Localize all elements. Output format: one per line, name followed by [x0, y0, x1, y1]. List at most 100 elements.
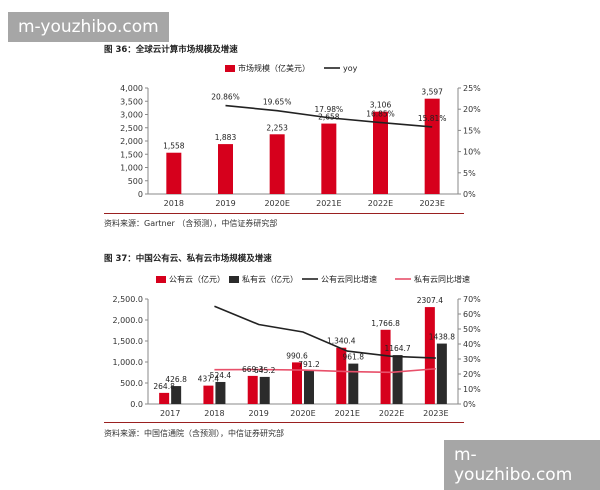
chart2-bar-a [159, 392, 170, 404]
chart2-bar-value-label: 791.2 [298, 360, 320, 369]
chart2-bar-value-label: 1,766.8 [371, 319, 400, 328]
chart1-x-tick-label: 2022E [368, 199, 393, 208]
chart2-bar-a [336, 347, 347, 404]
chart2-bar-value-label: 669.3 [242, 365, 264, 374]
chart1-y-tick-label: 4,000 [120, 84, 143, 93]
chart1-bar-value-label: 3,597 [421, 88, 443, 97]
chart2-legend-label: 私有云（亿元） [242, 274, 298, 284]
chart2-bar-b [171, 386, 182, 404]
chart1-bar-value-label: 2,658 [318, 113, 340, 122]
figure1-title: 图 36：全球云计算市场规模及增速 [104, 45, 238, 55]
chart2-x-tick-label: 2023E [423, 409, 448, 418]
chart2-y-tick-label: 0.0 [130, 400, 143, 409]
chart1-y2-tick-label: 10% [463, 148, 481, 157]
chart1-y2-tick-label: 25% [463, 84, 481, 93]
chart2-legend-label: 私有云同比增速 [414, 274, 470, 284]
watermark-top: m-youzhibo.com [8, 12, 169, 42]
chart1-line-value-label: 19.65% [263, 98, 292, 107]
chart1-y-tick-label: 3,500 [120, 97, 143, 106]
chart1-y2-tick-label: 0% [463, 190, 476, 199]
chart2-y2-tick-label: 10% [463, 385, 481, 394]
chart2-x-tick-label: 2020E [290, 409, 315, 418]
chart2-bar-b [304, 370, 314, 404]
chart2-bar-value-label: 264.8 [153, 382, 175, 391]
chart1-legend-label: 市场规模（亿美元） [238, 63, 310, 73]
chart2-bar-a [247, 375, 258, 404]
figure2-divider [104, 422, 464, 423]
chart2-bar-value-label: 645.2 [254, 366, 276, 375]
chart1-y2-tick-label: 20% [463, 105, 481, 114]
chart2-bar-value-label: 1,340.4 [327, 337, 356, 346]
chart2-y2-tick-label: 50% [463, 325, 481, 334]
chart2-bar-value-label: 1164.7 [384, 344, 410, 353]
chart1-y-tick-label: 0 [138, 190, 143, 199]
chart2-x-tick-label: 2022E [379, 409, 404, 418]
chart2-x-tick-label: 2021E [335, 409, 360, 418]
chart1-bar-a [424, 98, 440, 194]
chart1-bar-a [218, 144, 233, 194]
chart-china-cloud-market: 0.0 500.0 1,000.0 1,500.0 2,000.0 2,500.0 0% 10… [112, 274, 481, 418]
chart2-y-tick-label: 500.0 [120, 379, 143, 388]
chart1-y-tick-label: 2,000 [120, 137, 143, 146]
chart2-bar-b [215, 381, 226, 404]
chart1-x-tick-label: 2019 [215, 199, 235, 208]
chart2-y2-tick-label: 20% [463, 370, 481, 379]
chart2-legend-label: 公有云（亿元） [169, 274, 225, 284]
watermark-bottom: m-youzhibo.com [444, 440, 600, 490]
chart1-y-tick-label: 1,000 [120, 164, 143, 173]
chart1-bar-a [166, 152, 182, 194]
chart2-bar-value-label: 961.8 [343, 353, 365, 362]
chart2-y2-tick-label: 0% [463, 400, 476, 409]
chart1-bar-a [373, 111, 388, 194]
chart1-line-value-label: 15.81% [418, 114, 447, 123]
chart2-bar-b [259, 376, 270, 404]
chart2-bar-a [203, 385, 214, 404]
chart2-y2-tick-label: 30% [463, 355, 481, 364]
chart2-x-tick-label: 2019 [249, 409, 269, 418]
chart1-legend-label: yoy [343, 64, 358, 73]
chart1-y2-tick-label: 15% [463, 126, 481, 135]
chart1-x-tick-label: 2018 [164, 199, 184, 208]
chart2-bar-a [292, 362, 302, 404]
chart2-y2-tick-label: 40% [463, 340, 481, 349]
chart2-legend-label: 公有云同比增速 [321, 274, 377, 284]
chart1-line-value-label: 20.86% [211, 93, 240, 102]
chart1-x-tick-label: 2020E [264, 199, 289, 208]
chart2-bar-value-label: 2307.4 [417, 296, 443, 305]
chart1-x-tick-label: 2023E [419, 199, 444, 208]
chart2-bar-a [380, 329, 391, 404]
chart2-bar-value-label: 426.8 [165, 375, 187, 384]
chart2-y-tick-label: 1,000.0 [112, 358, 143, 367]
chart1-line-value-label: 17.98% [315, 105, 344, 114]
chart2-bar-value-label: 1438.8 [429, 333, 455, 342]
chart1-bar-value-label: 1,558 [163, 142, 185, 151]
chart2-legend-swatch [229, 276, 239, 283]
chart1-bar-a [269, 134, 285, 194]
chart1-y-tick-label: 500 [128, 177, 143, 186]
chart1-line-value-label: 16.85% [366, 110, 395, 119]
chart2-y2-tick-label: 70% [463, 295, 481, 304]
chart1-y-tick-label: 2,500 [120, 124, 143, 133]
chart2-bar-b [392, 355, 403, 404]
chart1-y-tick-label: 1,500 [120, 150, 143, 159]
chart2-bar-b [436, 343, 447, 404]
chart2-y2-tick-label: 60% [463, 310, 481, 319]
figure2-title: 图 37：中国公有云、私有云市场规模及增速 [104, 254, 272, 264]
chart1-line-a [225, 104, 433, 128]
chart2-legend-swatch [156, 276, 166, 283]
chart2-bar-value-label: 524.4 [210, 371, 232, 380]
chart1-y-tick-label: 3,000 [120, 111, 143, 120]
chart1-y2-tick-label: 5% [463, 169, 476, 178]
figure1-divider [104, 213, 464, 214]
chart1-x-tick-label: 2021E [316, 199, 341, 208]
chart2-bar-b [348, 363, 359, 404]
chart2-y-tick-label: 1,500.0 [112, 337, 143, 346]
chart2-line-b [214, 367, 436, 374]
chart2-bar-value-label: 990.6 [286, 351, 308, 360]
figure1-source: 资料来源：Gartner （含预测），中信证券研究部 [104, 219, 278, 228]
figure2-source: 资料来源：中国信通院（含预测），中信证券研究部 [104, 429, 284, 438]
chart1-bar-value-label: 3,106 [370, 101, 392, 110]
chart1-bar-value-label: 2,253 [266, 123, 288, 132]
chart2-y-tick-label: 2,500.0 [112, 295, 143, 304]
chart2-x-tick-label: 2017 [160, 409, 180, 418]
